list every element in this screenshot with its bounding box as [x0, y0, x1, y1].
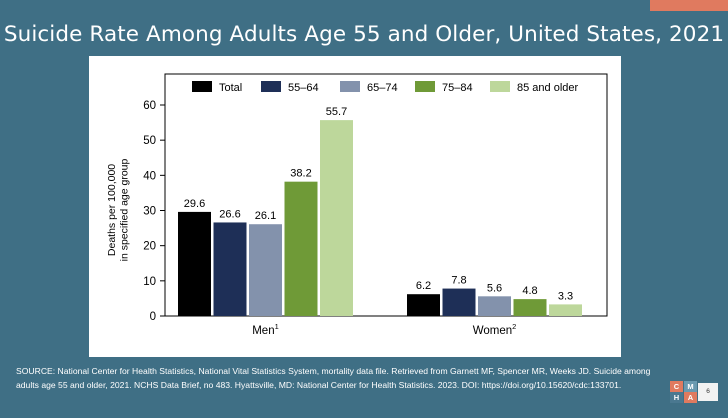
logo-letter-1: C — [670, 381, 683, 392]
bar-chart: 0 10 20 30 40 50 60 Deaths per 100,000in specif… — [106, 73, 608, 337]
bar — [549, 304, 582, 316]
y-tick-label: 20 — [143, 241, 156, 253]
bar-value-label: 26.1 — [255, 210, 276, 222]
bar-value-label: 5.6 — [487, 282, 502, 294]
bar — [284, 181, 318, 316]
legend-label: 75–84 — [442, 82, 473, 94]
y-axis-label-line: Deaths per 100,000 — [106, 164, 118, 256]
y-tick-label: 50 — [143, 135, 156, 147]
legend-swatch — [340, 81, 360, 92]
bar-value-label: 4.8 — [522, 285, 537, 297]
y-tick-label: 10 — [143, 276, 156, 288]
bar-value-label: 38.2 — [290, 168, 311, 180]
category-superscript: 1 — [275, 322, 279, 331]
y-axis-label: Deaths per 100,000in specified age group — [106, 158, 131, 261]
y-tick-label: 30 — [143, 206, 156, 218]
cmha-logo: C M H A — [670, 381, 719, 403]
slide-title: Suicide Rate Among Adults Age 55 and Old… — [3, 22, 725, 47]
page-number: 6 — [698, 383, 718, 401]
source-citation: SOURCE: National Center for Health Stati… — [16, 366, 651, 390]
bar-value-label: 6.2 — [416, 280, 431, 292]
logo-letter-2: M — [684, 381, 697, 392]
category-label: Women2 — [473, 322, 517, 337]
legend-label: Total — [219, 82, 242, 94]
bar — [513, 299, 547, 316]
bar-value-label: 7.8 — [451, 275, 466, 287]
bar-value-label: 29.6 — [184, 198, 205, 210]
bar — [320, 120, 353, 316]
legend-swatch — [490, 81, 510, 92]
y-tick-label: 60 — [143, 100, 156, 112]
bar — [178, 211, 211, 316]
bar — [249, 224, 282, 316]
category-name: Men — [252, 325, 274, 337]
category-label: Men1 — [252, 322, 279, 337]
logo-letter-3: H — [670, 392, 683, 403]
bar — [478, 296, 511, 316]
chart-card: 0 10 20 30 40 50 60 Deaths per 100,000in specif… — [89, 56, 621, 357]
bar-value-label: 55.7 — [326, 106, 347, 118]
y-tick-label: 40 — [143, 170, 156, 182]
bar-value-label: 26.6 — [219, 208, 240, 220]
y-axis-label-line: in specified age group — [119, 158, 131, 261]
legend-label: 85 and older — [517, 82, 578, 94]
bar — [407, 294, 440, 316]
legend-label: 65–74 — [367, 82, 398, 94]
bar — [442, 288, 476, 316]
legend-label: 55–64 — [288, 82, 319, 94]
legend-swatch — [261, 81, 281, 92]
accent-strip — [650, 0, 728, 11]
y-tick-label: 0 — [150, 311, 156, 323]
bar — [213, 222, 247, 316]
bar-value-label: 3.3 — [558, 290, 573, 302]
category-name: Women — [473, 325, 512, 337]
legend-swatch — [192, 81, 212, 92]
logo-letter-4: A — [684, 392, 697, 403]
legend-swatch — [415, 81, 435, 92]
category-superscript: 2 — [512, 322, 516, 331]
plot-frame — [164, 73, 608, 317]
